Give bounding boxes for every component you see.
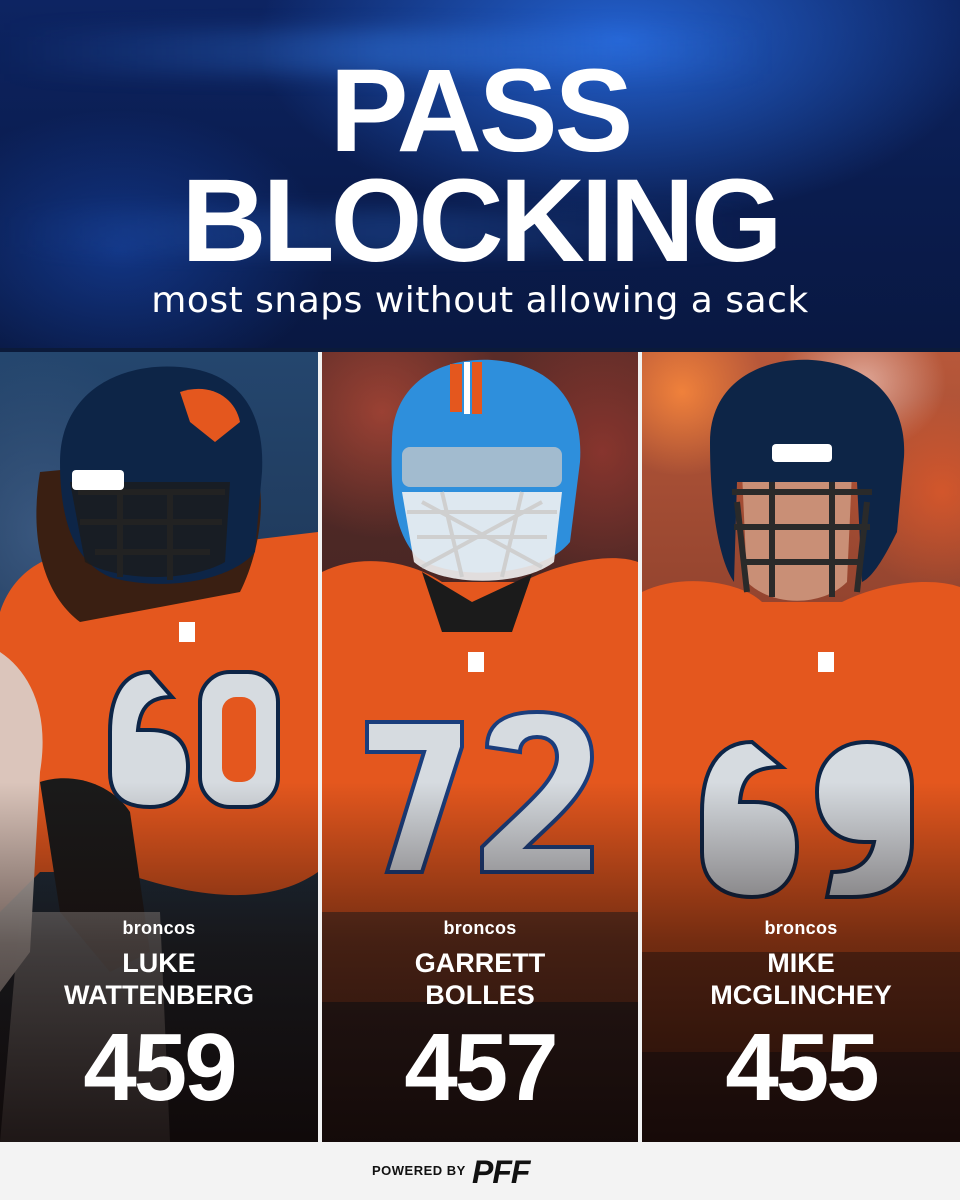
footer: POWERED BY PFF — [0, 1142, 960, 1200]
team-label: broncos — [443, 918, 517, 938]
player-last-name: WATTENBERG — [64, 980, 254, 1010]
header-banner: PASS BLOCKING most snaps without allowin… — [0, 0, 960, 348]
bottom-shade — [0, 782, 318, 1142]
snap-count: 455 — [725, 1014, 879, 1121]
player-panels: broncos LUKE WATTENBERG 459 broncos GARR… — [0, 352, 960, 1142]
player-first-name: GARRETT — [414, 948, 546, 978]
title-line-2: BLOCKING — [181, 155, 782, 287]
player-last-name: BOLLES — [425, 980, 535, 1010]
player-first-name: MIKE — [767, 948, 835, 978]
snap-count: 457 — [404, 1014, 558, 1121]
player-first-name: LUKE — [122, 948, 196, 978]
bottom-shade — [322, 782, 638, 1142]
player-card-1: broncos LUKE WATTENBERG 459 — [0, 352, 318, 1142]
team-label: broncos — [764, 918, 838, 938]
player-card-3: broncos MIKE MCGLINCHEY 455 — [642, 352, 960, 1142]
pff-logo-text: PFF — [472, 1156, 532, 1186]
bottom-shade — [642, 782, 960, 1142]
light-streak — [0, 30, 960, 74]
team-label: broncos — [122, 918, 196, 938]
snap-count: 459 — [83, 1014, 237, 1121]
panel-divider — [638, 352, 642, 1142]
powered-by-label: POWERED BY — [372, 1163, 466, 1178]
panel-divider — [318, 352, 322, 1142]
title-line-1: PASS — [329, 45, 634, 177]
pff-logo: PFF — [472, 1156, 533, 1186]
light-streak — [0, 210, 960, 254]
player-last-name: MCGLINCHEY — [710, 980, 892, 1010]
subtitle: most snaps without allowing a sack — [151, 280, 809, 321]
player-card-2: broncos GARRETT BOLLES 457 — [322, 352, 638, 1142]
